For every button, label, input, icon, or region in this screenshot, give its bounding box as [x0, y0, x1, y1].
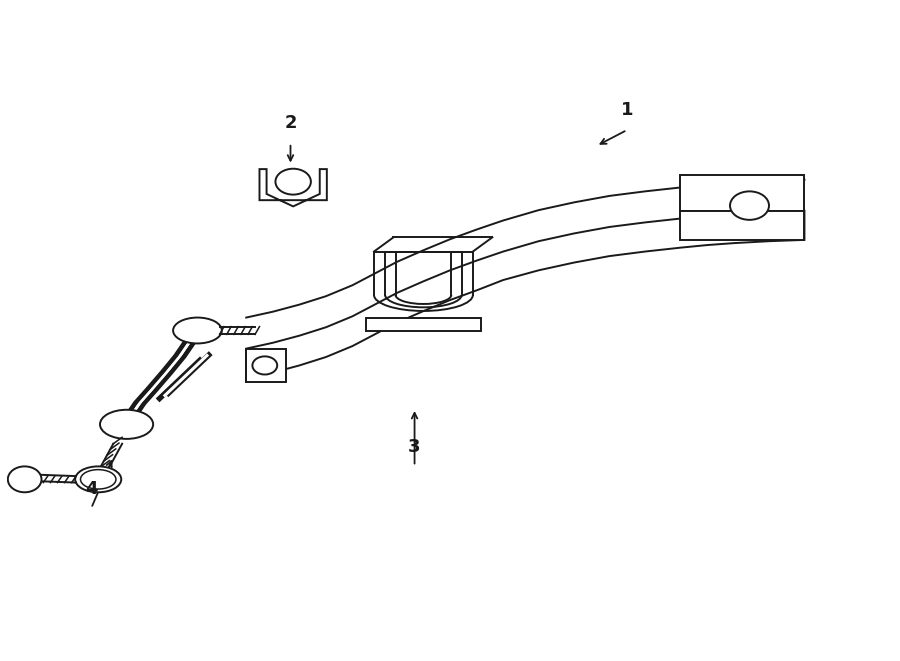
Ellipse shape [100, 410, 153, 439]
Ellipse shape [180, 321, 215, 340]
Circle shape [252, 356, 277, 375]
Text: 1: 1 [621, 102, 634, 120]
Ellipse shape [76, 467, 122, 492]
Ellipse shape [176, 319, 219, 342]
Polygon shape [680, 175, 805, 211]
Polygon shape [247, 348, 286, 382]
Ellipse shape [107, 414, 146, 434]
Polygon shape [247, 211, 805, 377]
Ellipse shape [80, 469, 116, 489]
Text: 2: 2 [284, 114, 297, 132]
Text: 4: 4 [85, 480, 97, 498]
Polygon shape [680, 211, 805, 240]
Text: 3: 3 [409, 438, 421, 456]
Ellipse shape [173, 317, 221, 344]
Circle shape [275, 169, 310, 194]
Polygon shape [365, 317, 481, 330]
Ellipse shape [104, 412, 149, 437]
Polygon shape [259, 169, 327, 206]
Ellipse shape [8, 467, 41, 492]
Circle shape [730, 192, 769, 220]
